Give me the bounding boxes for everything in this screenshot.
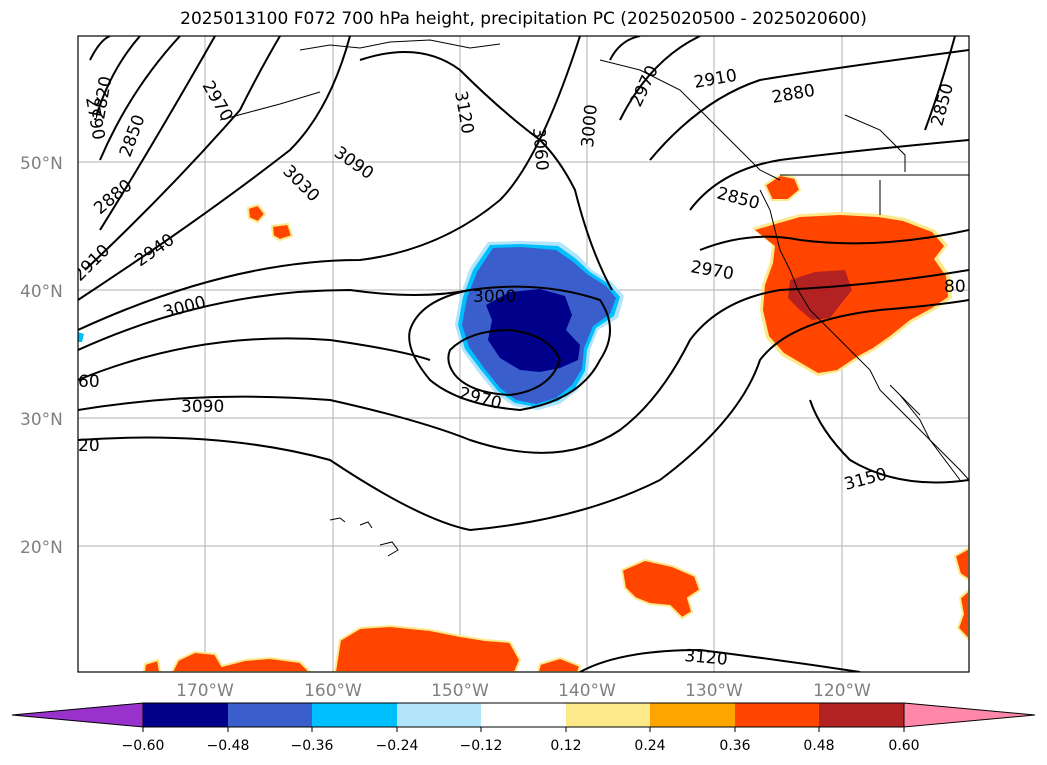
height-contours: [78, 36, 969, 672]
bottom-orange-patch-4: [142, 658, 162, 672]
colorbar-bin: [228, 703, 312, 727]
small-orange-1: [246, 203, 267, 224]
colorbar-bin: [481, 703, 566, 727]
colorbar-bin: [819, 703, 904, 727]
gridlines: [78, 36, 969, 672]
coastlines: [219, 39, 969, 557]
small-blue-edge: [78, 332, 84, 342]
lat-label-30: 30°N: [20, 410, 63, 430]
bottom-orange-patch-2: [170, 650, 312, 672]
east-edge-orange-1: [953, 546, 969, 582]
bottom-orange-patch-3: [536, 656, 582, 672]
west-coast-dark-red-fill: [788, 270, 852, 320]
colorbar-tick-label: −0.48: [207, 738, 250, 754]
small-orange-2: [270, 222, 294, 242]
lat-label-50: 50°N: [20, 154, 63, 174]
lon-label-170w: 170°W: [176, 681, 234, 701]
colorbar-tick-label: 0.12: [550, 738, 581, 754]
colorbar-tick-label: −0.12: [460, 738, 503, 754]
lat-label-40: 40°N: [20, 282, 63, 302]
latitude-labels: 50°N 40°N 30°N 20°N: [20, 154, 63, 558]
contour-label: 3060: [528, 127, 552, 172]
lon-label-120w: 120°W: [813, 681, 871, 701]
longitude-labels: 170°W 160°W 150°W 140°W 130°W 120°W: [176, 681, 871, 701]
colorbar-max-extend: [903, 702, 1036, 728]
east-edge-orange-2: [956, 588, 969, 642]
map-frame: [77, 35, 970, 673]
south-orange-patch: [620, 558, 702, 620]
colorbar-tick-label: 0.24: [634, 738, 665, 754]
lon-label-160w: 160°W: [304, 681, 362, 701]
contour-label: 60: [78, 372, 100, 392]
bottom-orange-patch-1: [333, 624, 522, 672]
contour-label: 3120: [684, 646, 729, 670]
contour-label: 20: [78, 436, 100, 456]
contour-label: 3000: [578, 104, 602, 149]
contour-label: 3090: [181, 397, 224, 417]
contour-label: 80: [944, 277, 966, 297]
colorbar: −0.60 −0.48 −0.36 −0.24 −0.12 0.12 0.24 …: [11, 702, 1036, 754]
colorbar-tick-label: −0.24: [376, 738, 419, 754]
lon-label-150w: 150°W: [431, 681, 489, 701]
colorbar-tick-label: 0.60: [888, 738, 919, 754]
colorbar-tick-label: 0.48: [803, 738, 834, 754]
colorbar-tick-label: −0.36: [291, 738, 334, 754]
negative-anomaly-region: [455, 241, 624, 410]
lat-label-20: 20°N: [20, 538, 63, 558]
map-title: 2025013100 F072 700 hPa height, precipit…: [180, 9, 867, 29]
lon-label-140w: 140°W: [558, 681, 616, 701]
colorbar-bin: [566, 703, 650, 727]
colorbar-bin: [650, 703, 735, 727]
colorbar-ticks: [142, 727, 905, 732]
colorbar-bin: [312, 703, 397, 727]
colorbar-tick-label: 0.36: [719, 738, 750, 754]
colorbar-tick-label: −0.60: [122, 738, 165, 754]
lon-label-130w: 130°W: [685, 681, 743, 701]
contour-label: 3000: [473, 287, 516, 307]
west-coast-orange-fill: [755, 215, 948, 373]
colorbar-bin: [735, 703, 819, 727]
colorbar-bin: [143, 703, 228, 727]
positive-anomaly-regions: [78, 173, 969, 672]
colorbar-min-extend: [11, 702, 144, 728]
dark-blue-fill: [486, 289, 580, 372]
colorbar-outline: [142, 702, 905, 728]
colorbar-bin: [397, 703, 481, 727]
